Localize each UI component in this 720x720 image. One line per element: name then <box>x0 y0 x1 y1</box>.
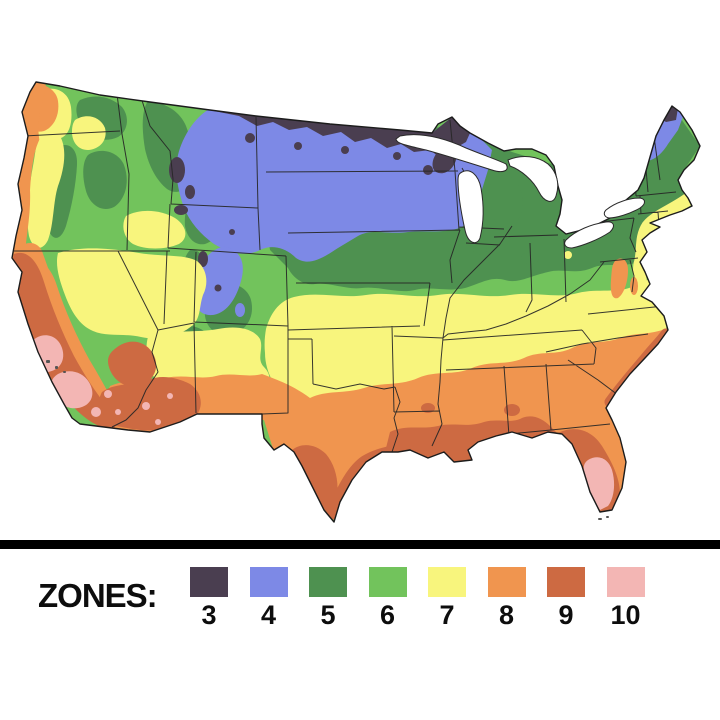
legend-item-zone-6: 6 <box>368 567 407 630</box>
legend-items: 3 4 5 6 7 8 9 10 <box>190 567 645 629</box>
legend-item-zone-7: 7 <box>428 567 466 629</box>
legend-zone-number: 5 <box>320 600 336 630</box>
legend-zone-number: 6 <box>379 600 396 630</box>
us-outline <box>11 81 701 523</box>
legend-swatch-zone-8 <box>487 567 526 597</box>
legend-label: ZONES: <box>38 577 158 614</box>
great-lakes <box>395 134 645 249</box>
map-zone-3-region <box>169 105 678 292</box>
lake-michigan <box>457 170 484 244</box>
legend-zone-number: 10 <box>610 600 641 630</box>
us-hardiness-zone-map <box>11 81 701 523</box>
legend-zone-number: 3 <box>201 600 217 630</box>
legend-item-zone-10: 10 <box>606 567 645 630</box>
legend-item-zone-5: 5 <box>309 567 347 629</box>
legend-zone-number: 7 <box>439 600 455 630</box>
legend-item-zone-3: 3 <box>190 567 228 629</box>
legend: ZONES: 3 4 5 6 7 8 9 10 <box>0 549 720 659</box>
coastal-islands <box>46 360 609 520</box>
lake-erie <box>564 221 614 249</box>
us-map-svg <box>11 81 701 523</box>
legend-swatch-zone-9 <box>547 567 585 597</box>
legend-swatch-zone-3 <box>190 567 228 597</box>
legend-zone-number: 8 <box>498 600 515 630</box>
legend-item-zone-4: 4 <box>249 567 288 630</box>
legend-swatch-zone-4 <box>249 567 288 597</box>
zone-fill-layers <box>12 82 700 522</box>
legend-swatch-zone-10 <box>606 567 645 597</box>
legend-swatch-zone-6 <box>368 567 407 597</box>
lake-ontario <box>603 197 645 219</box>
lake-superior <box>395 134 508 173</box>
legend-swatch-zone-7 <box>428 567 466 597</box>
legend-zone-number: 4 <box>260 600 277 630</box>
legend-zone-number: 9 <box>558 600 574 630</box>
divider-bar <box>0 540 720 549</box>
legend-swatch-zone-5 <box>309 567 347 597</box>
lake-huron <box>507 156 559 202</box>
legend-item-zone-8: 8 <box>487 567 526 630</box>
legend-item-zone-9: 9 <box>547 567 585 629</box>
